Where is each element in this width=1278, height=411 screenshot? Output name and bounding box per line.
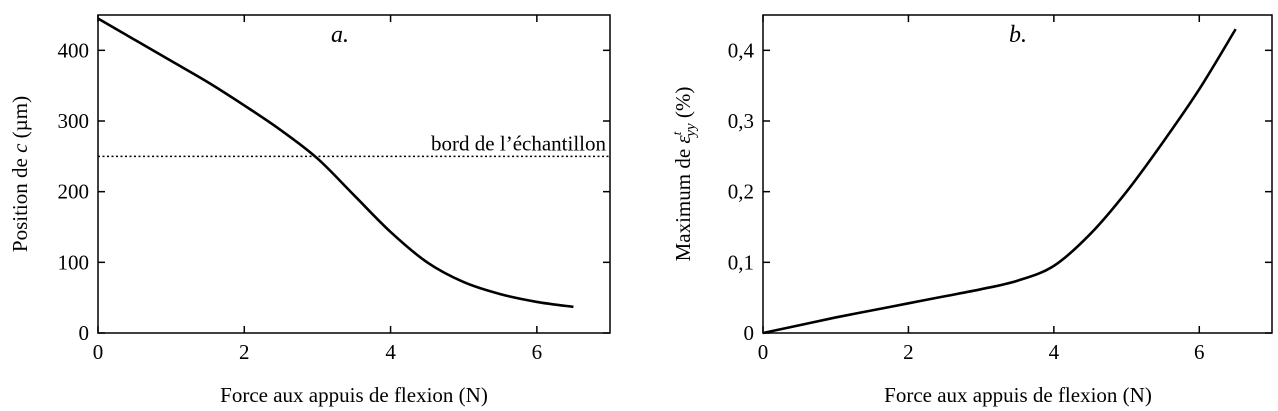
y-tick-label-b-1: 0,1 xyxy=(728,250,754,274)
x-tick-label-b-2: 4 xyxy=(1049,340,1060,364)
x-tick-label-a-2: 4 xyxy=(385,340,396,364)
chart-panel-b: 0 2 4 6 0 0,1 0,2 0,3 0,4 b. Force aux appuis de… xyxy=(669,14,1273,407)
y-axis-title-b-sup: t xyxy=(669,131,684,135)
x-axis-title-b: Force aux appuis de flexion (N) xyxy=(884,383,1152,407)
x-tick-label-a-0: 0 xyxy=(93,340,104,364)
y-tick-label-b-3: 0,3 xyxy=(728,109,754,133)
y-axis-title-a-part1: Position de xyxy=(8,153,32,252)
tick-labels-a: 0 2 4 6 0 100 200 300 400 xyxy=(58,38,543,364)
y-axis-title-b: Maximum de εtyy (%) xyxy=(669,87,699,262)
y-axis-title-a-var: c xyxy=(8,143,32,153)
y-tick-label-a-4: 400 xyxy=(58,38,90,62)
x-tick-label-b-0: 0 xyxy=(758,340,769,364)
y-axis-title-b-var: ε xyxy=(671,135,695,144)
x-tick-label-a-1: 2 xyxy=(239,340,250,364)
y-tick-label-a-3: 300 xyxy=(58,109,90,133)
series-line-a-0 xyxy=(97,17,574,309)
y-tick-label-b-2: 0,2 xyxy=(728,180,754,204)
x-tick-label-a-3: 6 xyxy=(532,340,543,364)
reference-group-a: bord de l’échantillon xyxy=(98,131,610,158)
x-axis-title-a: Force aux appuis de flexion (N) xyxy=(220,383,488,407)
y-axis-title-b-part1: Maximum de xyxy=(671,144,695,262)
plot-frame-a xyxy=(97,14,611,334)
y-tick-label-a-2: 200 xyxy=(58,180,90,204)
series-line-b-0 xyxy=(762,28,1237,335)
tick-labels-b: 0 2 4 6 0 0,1 0,2 0,3 0,4 xyxy=(728,38,1205,364)
series-group-a xyxy=(97,17,574,309)
panel-label-b: b. xyxy=(1009,22,1027,48)
x-tick-label-b-3: 6 xyxy=(1194,340,1205,364)
panel-label-a: a. xyxy=(331,22,349,48)
ticks-b xyxy=(762,15,1272,334)
x-tick-label-b-1: 2 xyxy=(903,340,914,364)
y-tick-label-b-0: 0 xyxy=(744,321,755,345)
y-tick-label-a-1: 100 xyxy=(58,250,90,274)
y-tick-label-b-4: 0,4 xyxy=(728,38,755,62)
y-axis-title-a: Position de c (µm) xyxy=(8,96,32,252)
series-group-b xyxy=(762,28,1237,335)
ticks-a xyxy=(97,15,610,334)
y-axis-title-a-part2: (µm) xyxy=(8,96,32,144)
reference-line-label-a: bord de l’échantillon xyxy=(431,131,606,155)
y-tick-label-a-0: 0 xyxy=(79,321,90,345)
y-axis-title-b-sub: yy xyxy=(683,123,699,139)
plot-frame-b xyxy=(762,14,1273,334)
y-axis-title-b-part2: (%) xyxy=(671,87,695,124)
